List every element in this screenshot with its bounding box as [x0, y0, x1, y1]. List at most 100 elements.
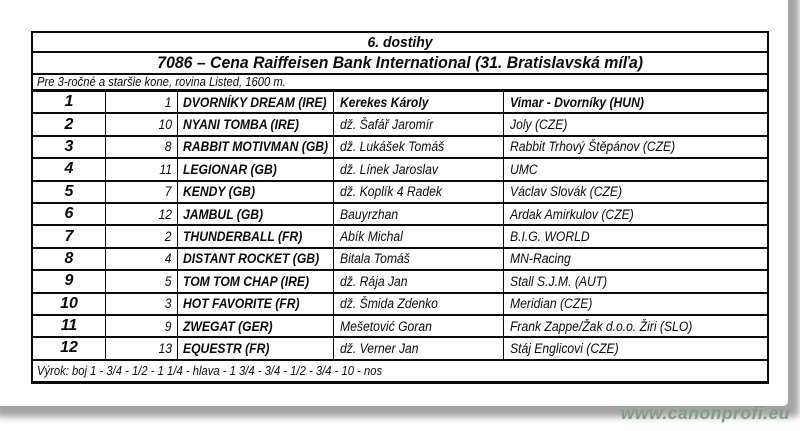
start-number-cell: 3: [105, 293, 177, 314]
finish-position: 7: [64, 227, 74, 245]
horse-name: ZWEGAT (GER): [183, 318, 273, 334]
owner-name: Stall S.J.M. (AUT): [510, 273, 608, 289]
race-title: 7086 – Cena Raiffeisen Bank Internationa…: [33, 53, 767, 75]
jockey-name: Abík Michal: [340, 229, 403, 245]
horse-name-cell: THUNDERBALL (FR): [177, 226, 333, 247]
jockey-cell: Kerekes Károly: [333, 92, 503, 113]
finish-position: 3: [64, 137, 74, 155]
horse-name-cell: JAMBUL (GB): [177, 203, 333, 225]
finish-position-cell: 2: [33, 114, 105, 134]
start-number-cell: 4: [105, 248, 177, 270]
start-number: 10: [158, 117, 172, 133]
results-table: 1 1 DVORNÍKY DREAM (IRE) Kerekes Károly …: [33, 92, 767, 361]
owner-name: MN-Racing: [510, 251, 571, 267]
start-number-cell: 1: [105, 92, 177, 113]
jockey-cell: Bitala Tomáš: [333, 248, 503, 270]
jockey-name: dž. Koplík 4 Radek: [340, 184, 442, 200]
start-number-cell: 11: [105, 159, 177, 180]
table-row: 12 13 EQUESTR (FR) dž. Verner Jan Stáj E…: [33, 338, 767, 361]
horse-name-cell: LEGIONAR (GB): [177, 159, 333, 180]
horse-name: LEGIONAR (GB): [183, 161, 277, 177]
owner-cell: Meridian (CZE): [503, 293, 767, 314]
table-row: 10 3 HOT FAVORITE (FR) dž. Šmida Zdenko …: [33, 293, 767, 316]
table-row: 6 12 JAMBUL (GB) Bauyrzhan Ardak Amirkul…: [33, 203, 767, 227]
horse-name: RABBIT MOTIVMAN (GB): [183, 139, 329, 155]
finish-position-cell: 3: [33, 137, 105, 157]
horse-name: KENDY (GB): [183, 184, 256, 200]
finish-position-cell: 8: [33, 249, 105, 269]
owner-cell: MN-Racing: [503, 248, 767, 270]
start-number: 2: [165, 229, 172, 245]
finish-position: 12: [60, 339, 78, 357]
start-number: 12: [158, 206, 172, 222]
owner-cell: Václav Slovák (CZE): [503, 181, 767, 202]
finish-position-cell: 5: [33, 182, 105, 202]
start-number-cell: 13: [105, 338, 177, 359]
horse-name: NYANI TOMBA (IRE): [183, 117, 299, 133]
watermark-text: www.canonprofi.eu: [620, 403, 790, 423]
finish-position: 8: [64, 249, 74, 267]
horse-name-cell: KENDY (GB): [177, 181, 333, 202]
finish-position-cell: 7: [33, 226, 105, 246]
start-number: 11: [159, 161, 172, 177]
finish-position: 2: [64, 115, 74, 133]
start-number-cell: 9: [105, 315, 177, 337]
finish-position: 11: [60, 317, 78, 335]
owner-cell: Frank Zappe/Žak d.o.o. Žiri (SLO): [503, 315, 767, 337]
race-conditions: Pre 3-ročné a staršie kone, rovina Liste…: [33, 75, 767, 92]
jockey-cell: dž. Lukášek Tomáš: [333, 136, 503, 158]
owner-name: Ardak Amirkulov (CZE): [510, 206, 634, 222]
jockey-name: Bitala Tomáš: [340, 251, 410, 267]
start-number-cell: 12: [105, 203, 177, 225]
verdict-row: Výrok: boj 1 - 3/4 - 1/2 - 1 1/4 - hlava…: [33, 361, 767, 381]
start-number: 7: [165, 184, 172, 200]
finish-position: 4: [64, 160, 74, 178]
jockey-cell: dž. Verner Jan: [333, 338, 503, 359]
finish-position: 1: [64, 93, 74, 111]
start-number-cell: 7: [105, 181, 177, 202]
horse-name: TOM TOM CHAP (IRE): [183, 273, 309, 289]
horse-name: DISTANT ROCKET (GB): [183, 251, 320, 267]
owner-cell: Stall S.J.M. (AUT): [503, 271, 767, 292]
start-number: 1: [165, 94, 172, 110]
horse-name: HOT FAVORITE (FR): [183, 296, 300, 312]
owner-name: Joly (CZE): [510, 117, 568, 133]
finish-position: 9: [64, 272, 74, 290]
finish-position-cell: 11: [33, 316, 105, 336]
jockey-cell: dž. Línek Jaroslav: [333, 159, 503, 180]
table-row: 8 4 DISTANT ROCKET (GB) Bitala Tomáš MN-…: [33, 248, 767, 272]
start-number-cell: 5: [105, 271, 177, 292]
finish-position-cell: 9: [33, 271, 105, 291]
table-row: 3 8 RABBIT MOTIVMAN (GB) dž. Lukášek Tom…: [33, 136, 767, 160]
owner-name: Vimar - Dvorníky (HUN): [510, 94, 644, 110]
horse-name: JAMBUL (GB): [183, 206, 264, 222]
race-title-text: 7086 – Cena Raiffeisen Bank Internationa…: [157, 53, 643, 72]
owner-name: Meridian (CZE): [510, 296, 593, 312]
jockey-name: dž. Rája Jan: [340, 273, 408, 289]
jockey-cell: dž. Šmida Zdenko: [333, 293, 503, 314]
start-number: 5: [165, 273, 172, 289]
start-number: 3: [165, 296, 172, 312]
jockey-cell: dž. Šafář Jaromír: [333, 114, 503, 135]
horse-name-cell: NYANI TOMBA (IRE): [177, 114, 333, 135]
race-number-title: 6. dostihy: [33, 33, 767, 53]
jockey-name: dž. Šafář Jaromír: [340, 117, 434, 133]
table-row: 5 7 KENDY (GB) dž. Koplík 4 Radek Václav…: [33, 181, 767, 204]
finish-position-cell: 6: [33, 204, 105, 224]
race-number-title-text: 6. dostihy: [367, 33, 433, 51]
owner-cell: UMC: [503, 159, 767, 180]
owner-name: B.I.G. WORLD: [510, 229, 590, 245]
verdict-text: Výrok: boj 1 - 3/4 - 1/2 - 1 1/4 - hlava…: [37, 363, 383, 378]
finish-position-cell: 4: [33, 159, 105, 179]
horse-name: EQUESTR (FR): [183, 340, 270, 356]
owner-name: Rabbit Trhový Štěpánov (CZE): [510, 139, 676, 155]
owner-name: Stáj Englicovi (CZE): [510, 340, 619, 356]
start-number-cell: 10: [105, 114, 177, 135]
jockey-name: Kerekes Károly: [340, 94, 429, 110]
jockey-name: dž. Šmida Zdenko: [340, 296, 438, 312]
horse-name-cell: EQUESTR (FR): [177, 338, 333, 359]
horse-name-cell: TOM TOM CHAP (IRE): [177, 271, 333, 292]
owner-cell: Stáj Englicovi (CZE): [503, 338, 767, 359]
jockey-cell: Abík Michal: [333, 226, 503, 247]
